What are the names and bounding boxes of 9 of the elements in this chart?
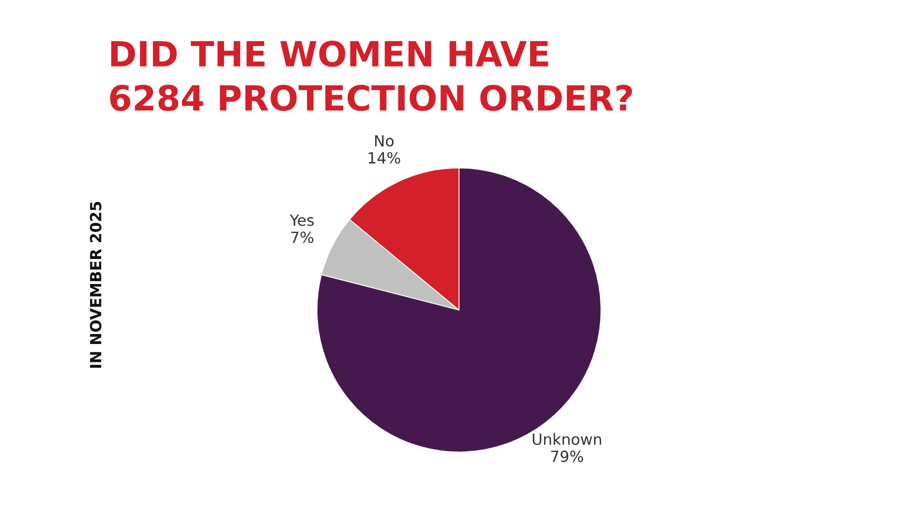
- slice-label: Yes: [290, 214, 314, 226]
- pie-slice: [316, 168, 602, 452]
- data-label: 79%: [551, 450, 584, 462]
- data-label: 7%: [291, 231, 314, 244]
- text: IN NOVEMBER 2025: [90, 202, 102, 368]
- slice-label: Unknown: [532, 433, 602, 446]
- chart-title: DID THE WOMEN HAVE 6284 PROTECTION ORDER?: [110, 40, 632, 112]
- slice-label: No: [375, 135, 394, 147]
- data-label: 14%: [368, 152, 400, 164]
